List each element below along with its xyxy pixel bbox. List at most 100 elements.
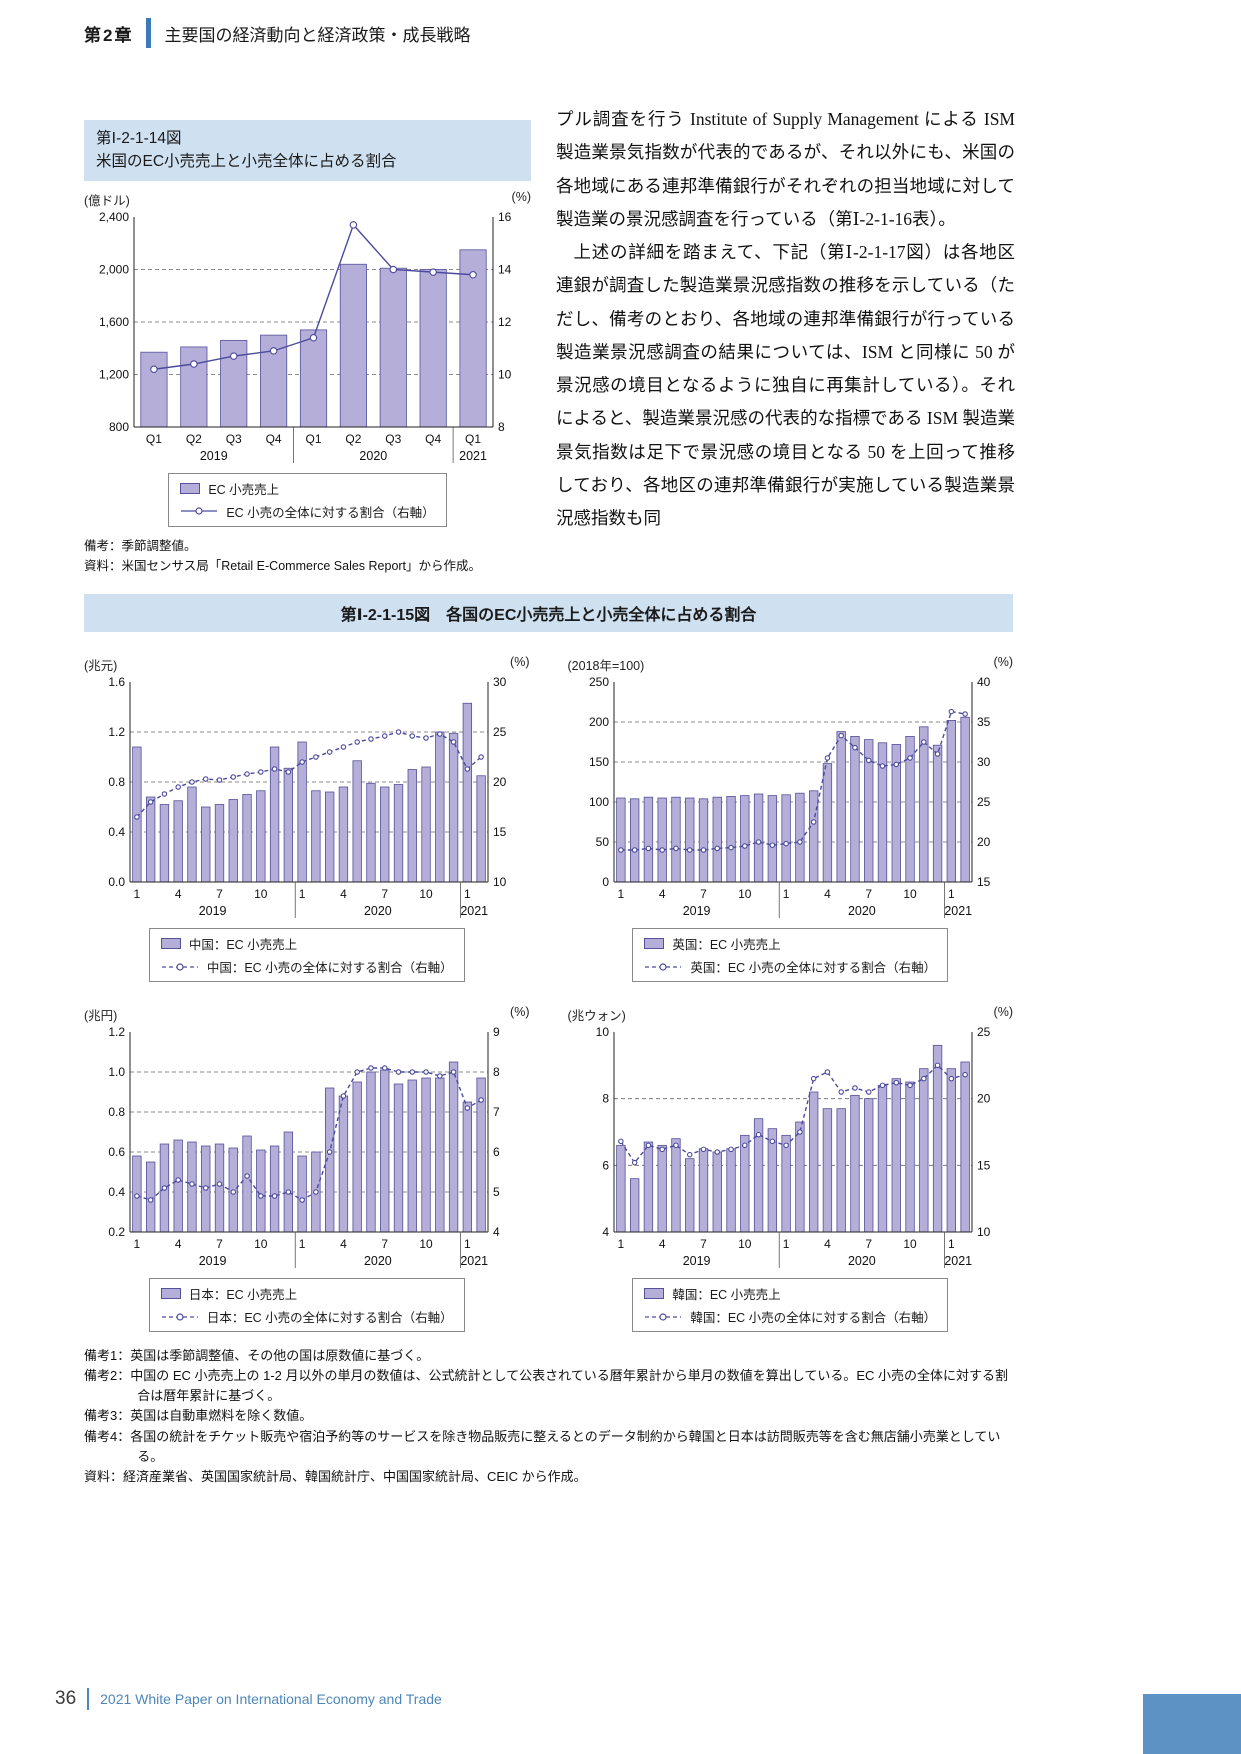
svg-text:800: 800	[109, 420, 129, 434]
korea-chart-legend: 韓国：EC 小売売上 韓国：EC 小売の全体に対する割合（右軸）	[632, 1278, 949, 1332]
svg-text:150: 150	[588, 755, 608, 769]
legend-bar-label: 英国：EC 小売売上	[672, 938, 781, 952]
axis-units: (兆元) (%)	[84, 655, 530, 674]
legend-bar-row: EC 小売売上	[180, 479, 434, 498]
body-paragraph: プル調査を行う Institute of Supply Management に…	[556, 109, 1015, 229]
svg-text:4: 4	[602, 1225, 609, 1239]
svg-text:2021: 2021	[944, 1254, 972, 1268]
bar-swatch	[160, 938, 181, 949]
axis-units: (兆円) (%)	[84, 1005, 530, 1024]
svg-text:0.2: 0.2	[108, 1225, 125, 1239]
left-axis-unit: (億ドル)	[84, 193, 130, 208]
page-number: 36	[55, 1688, 77, 1709]
figure-14-legend: EC 小売売上 EC 小売の全体に対する割合（右軸）	[168, 472, 447, 527]
legend-line-row: 英国：EC 小売の全体に対する割合（右軸）	[644, 957, 936, 976]
figure-15-note-3: 備考3：英国は自動車燃料を除く数値。	[84, 1408, 313, 1424]
svg-text:1.6: 1.6	[108, 675, 125, 689]
svg-text:7: 7	[216, 1237, 223, 1251]
svg-text:10: 10	[498, 367, 512, 381]
svg-text:15: 15	[493, 825, 507, 839]
figure-14-notes: 備考：季節調整値。 資料：米国センサス局「Retail E-Commerce S…	[84, 536, 531, 576]
footer-running-title: 2021 White Paper on International Econom…	[100, 1691, 442, 1707]
figure-15-note-1: 備考1：英国は季節調整値、その他の国は原数値に基づく。	[84, 1348, 430, 1363]
svg-text:10: 10	[419, 1237, 433, 1251]
figure-14-note: 備考：季節調整値。	[84, 538, 197, 553]
line-swatch	[645, 1312, 682, 1321]
legend-bar-label: EC 小売売上	[208, 482, 280, 497]
svg-text:1.2: 1.2	[108, 725, 125, 739]
svg-text:Q3: Q3	[385, 432, 401, 446]
svg-text:2021: 2021	[459, 449, 487, 463]
svg-text:2020: 2020	[847, 904, 875, 918]
svg-text:8: 8	[498, 420, 505, 434]
svg-text:20: 20	[977, 1092, 991, 1106]
svg-text:7: 7	[865, 887, 872, 901]
svg-text:2,400: 2,400	[99, 210, 129, 224]
svg-text:0.8: 0.8	[108, 1105, 125, 1119]
svg-text:2020: 2020	[364, 904, 392, 918]
figure-14-label: 第Ⅰ-2-1-14図	[96, 130, 182, 147]
svg-text:Q1: Q1	[465, 432, 481, 446]
chapter-header: 第2章 主要国の経済動向と経済政策・成長戦略	[84, 18, 470, 48]
svg-text:30: 30	[493, 675, 507, 689]
svg-text:25: 25	[977, 795, 991, 809]
svg-text:7: 7	[865, 1237, 872, 1251]
legend-bar-label: 中国：EC 小売売上	[188, 938, 298, 952]
svg-text:0.4: 0.4	[108, 825, 125, 839]
svg-text:25: 25	[977, 1025, 991, 1039]
line-swatch	[181, 507, 218, 515]
svg-text:8: 8	[493, 1065, 500, 1079]
body-text-column: プル調査を行う Institute of Supply Management に…	[556, 103, 1015, 535]
svg-text:15: 15	[977, 875, 991, 889]
left-axis-unit: (兆円)	[84, 1009, 118, 1023]
svg-text:7: 7	[493, 1105, 500, 1119]
legend-line-label: 中国：EC 小売の全体に対する割合（右軸）	[206, 961, 453, 975]
japan-chart-legend: 日本：EC 小売売上 日本：EC 小売の全体に対する割合（右軸）	[148, 1278, 465, 1332]
svg-text:1: 1	[464, 887, 471, 901]
svg-text:35: 35	[977, 715, 991, 729]
svg-text:Q4: Q4	[266, 432, 282, 446]
svg-text:0: 0	[602, 875, 609, 889]
svg-text:100: 100	[588, 795, 608, 809]
svg-text:10: 10	[595, 1025, 609, 1039]
svg-text:2020: 2020	[847, 1254, 875, 1268]
chart-cell-korea: (兆ウォン) (%) 4 6 8 10 10 15 20 25 1 4 7 10 1 4 7 10 1 2019 2…	[568, 996, 1013, 1332]
chapter-divider	[146, 18, 152, 48]
right-axis-unit: (%)	[511, 189, 531, 204]
svg-text:50: 50	[595, 835, 609, 849]
svg-text:2019: 2019	[199, 904, 227, 918]
svg-text:20: 20	[977, 835, 991, 849]
svg-text:2021: 2021	[944, 904, 972, 918]
legend-line-row: 日本：EC 小売の全体に対する割合（右軸）	[161, 1307, 453, 1326]
svg-text:1: 1	[948, 1237, 955, 1251]
svg-text:4: 4	[658, 887, 665, 901]
legend-bar-label: 韓国：EC 小売売上	[672, 1288, 781, 1302]
svg-text:10: 10	[903, 887, 917, 901]
figure-15-note-2: 備考2：中国の EC 小売売上の 1-2 月以外の単月の数値は、公式統計として公…	[84, 1368, 1009, 1404]
svg-text:2021: 2021	[460, 904, 488, 918]
figure-14-title-box: 第Ⅰ-2-1-14図 米国のEC小売売上と小売全体に占める割合	[84, 120, 531, 181]
svg-text:0.6: 0.6	[108, 1145, 125, 1159]
svg-text:1.0: 1.0	[108, 1065, 125, 1079]
figure-15-notes: 備考1：英国は季節調整値、その他の国は原数値に基づく。 備考2：中国の EC 小…	[84, 1346, 1013, 1487]
svg-text:0.4: 0.4	[108, 1185, 125, 1199]
svg-text:4: 4	[658, 1237, 665, 1251]
legend-line-label: EC 小売の全体に対する割合（右軸）	[226, 505, 435, 520]
svg-text:10: 10	[493, 875, 507, 889]
svg-text:7: 7	[700, 1237, 707, 1251]
legend-bar-row: 韓国：EC 小売売上	[644, 1284, 936, 1303]
svg-text:2019: 2019	[199, 1254, 227, 1268]
figure-14-axis-units: (億ドル) (%)	[84, 190, 531, 209]
figure-15-chart-grid: (兆元) (%) 0.0 0.4 0.8 1.2 1.6 10 15 20 25 30 1 4 7 10 1…	[84, 646, 1013, 1332]
svg-text:1: 1	[948, 887, 955, 901]
legend-line-row: 中国：EC 小売の全体に対する割合（右軸）	[161, 957, 453, 976]
svg-text:1: 1	[617, 1237, 624, 1251]
line-swatch	[161, 1312, 198, 1321]
line-swatch	[161, 962, 198, 971]
svg-text:250: 250	[588, 675, 608, 689]
svg-text:1: 1	[299, 887, 306, 901]
svg-text:16: 16	[498, 210, 512, 224]
svg-text:10: 10	[254, 1237, 268, 1251]
svg-text:12: 12	[498, 315, 512, 329]
